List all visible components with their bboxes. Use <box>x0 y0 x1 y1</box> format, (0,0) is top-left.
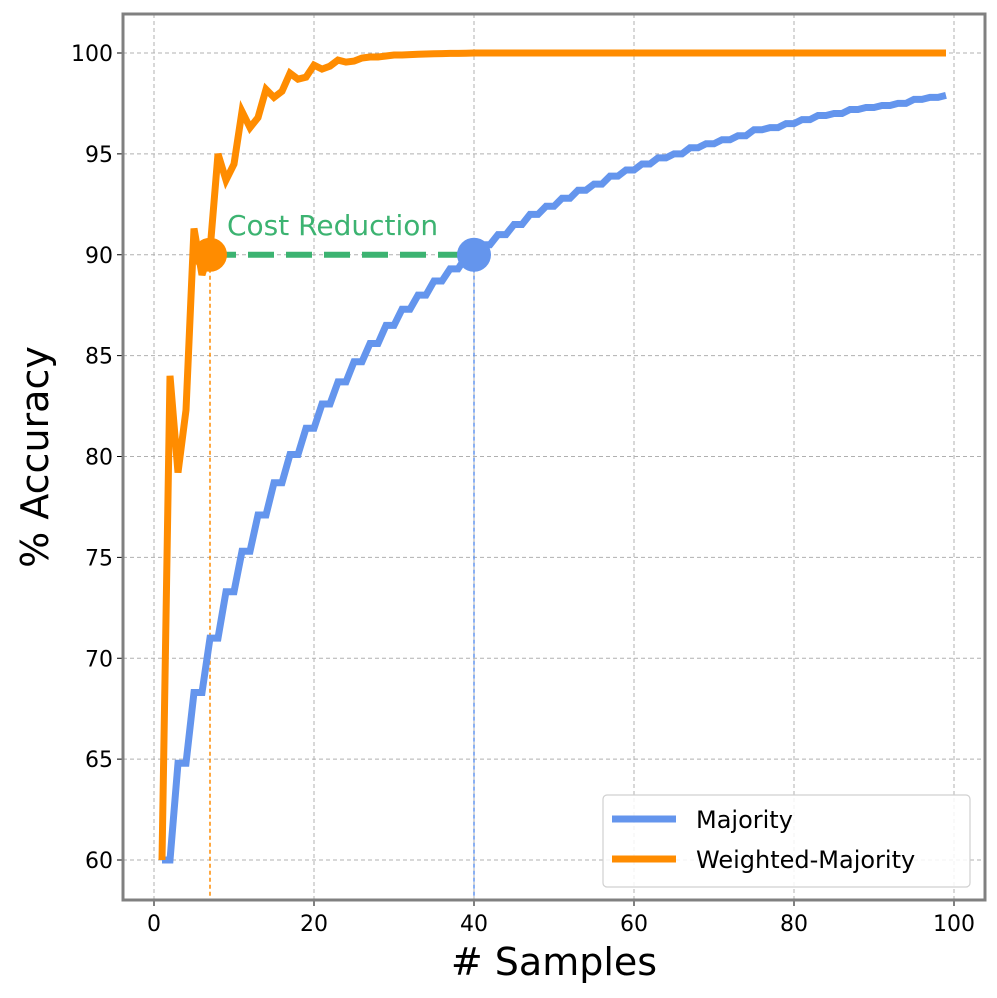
majority-threshold-point <box>457 237 491 272</box>
y-tick-label: 70 <box>85 647 113 672</box>
weighted-majority-threshold-point <box>193 237 227 272</box>
y-tick-label: 65 <box>85 748 113 773</box>
x-tick-label: 20 <box>300 912 328 937</box>
x-tick-label: 0 <box>147 912 161 937</box>
x-tick-label: 100 <box>933 912 975 937</box>
y-tick-label: 100 <box>71 42 113 67</box>
x-tick-label: 80 <box>780 912 808 937</box>
x-tick-label: 40 <box>460 912 488 937</box>
legend: Majority Weighted-Majority <box>602 794 971 888</box>
cost-reduction-label: Cost Reduction <box>227 209 438 242</box>
plot-frame <box>121 12 987 902</box>
legend-box <box>602 794 971 888</box>
legend-label: Weighted-Majority <box>696 846 915 874</box>
x-tick-label: 60 <box>620 912 648 937</box>
y-tick-label: 80 <box>85 446 113 471</box>
grid <box>123 14 985 900</box>
ticks: 0 20 40 60 80 100 60 65 70 75 80 85 90 95 100 <box>71 42 975 937</box>
series-line-majority <box>162 92 947 864</box>
legend-label: Majority <box>696 806 793 834</box>
y-tick-label: 60 <box>85 849 113 874</box>
y-axis-label: % Accuracy <box>13 346 57 568</box>
x-axis-label: # Samples <box>451 940 657 984</box>
y-tick-label: 75 <box>85 546 113 571</box>
marks: Cost Reduction <box>158 49 947 900</box>
series-line-weighted-majority <box>158 49 946 861</box>
y-tick-label: 95 <box>85 143 113 168</box>
y-tick-label: 90 <box>85 244 113 269</box>
y-tick-label: 85 <box>85 345 113 370</box>
